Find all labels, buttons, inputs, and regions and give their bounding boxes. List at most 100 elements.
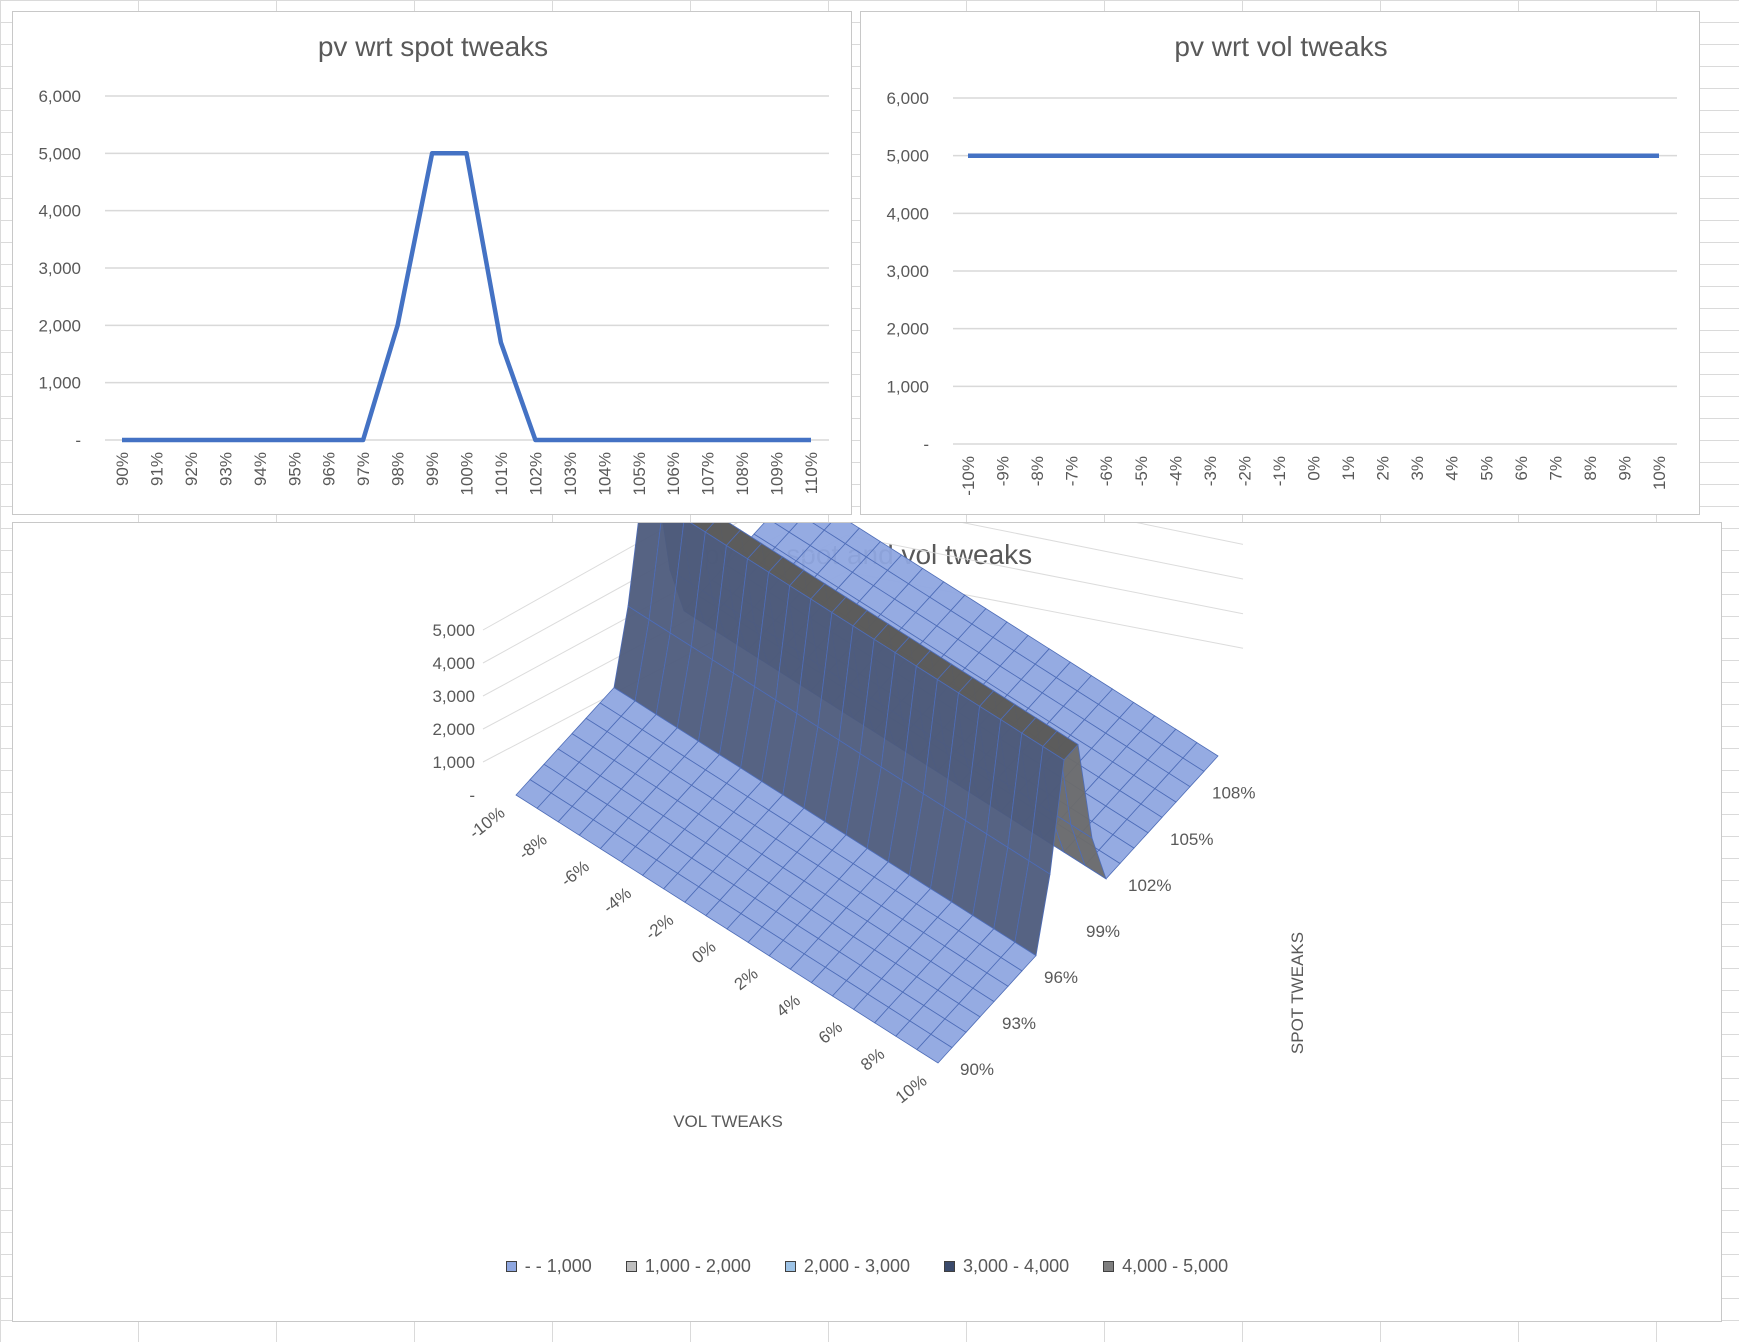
x-tick-label: 1% <box>1339 456 1358 481</box>
x-tick-label: -2% <box>1235 456 1254 486</box>
y-tick-label: 3,000 <box>38 259 81 278</box>
y-tick-label: 102% <box>1128 876 1171 895</box>
x-tick-label: 6% <box>815 1018 846 1048</box>
x-tick-label: -8% <box>1028 456 1047 486</box>
x-tick-label: 102% <box>526 452 545 495</box>
x-tick-label: 8% <box>857 1044 888 1074</box>
legend-swatch <box>784 1261 796 1272</box>
x-tick-label: 93% <box>216 452 235 486</box>
y-tick-label: 3,000 <box>886 262 929 281</box>
legend-item: 3,000 - 4,000 <box>944 1256 1069 1277</box>
y-tick-label: - <box>923 435 929 454</box>
y-tick-label: 6,000 <box>38 87 81 106</box>
x-tick-label: 9% <box>1615 456 1634 481</box>
surface-cell <box>916 1033 953 1064</box>
x-tick-label: -4% <box>600 884 636 918</box>
x-tick-label: 10% <box>1650 456 1669 490</box>
back-wall-gridline <box>482 523 1244 664</box>
x-tick-label: 107% <box>699 452 718 495</box>
x-tick-label: -3% <box>1201 456 1220 486</box>
back-wall-gridline <box>482 523 1244 697</box>
y-tick-label: 108% <box>1212 784 1255 803</box>
x-tick-label: -7% <box>1063 456 1082 486</box>
surface-svg: pv wrt spot and vol tweaks-1,0002,0003,0… <box>432 523 1307 1131</box>
y-tick-label: 96% <box>1044 968 1078 987</box>
legend-swatch <box>944 1261 956 1272</box>
x-tick-label: -4% <box>1166 456 1185 486</box>
z-tick-label: 2,000 <box>432 720 475 739</box>
x-tick-label: 95% <box>285 452 304 486</box>
x-tick-label: 7% <box>1546 456 1565 481</box>
vol-tweaks-svg: pv wrt vol tweaks - 1,000 2,000 3,000 4,000 5,… <box>886 31 1677 496</box>
x-tick-label: -1% <box>1270 456 1289 486</box>
y-tick-label: 1,000 <box>38 374 81 393</box>
x-tick-label: 92% <box>182 452 201 486</box>
surface-chart[interactable]: pv wrt spot and vol tweaks-1,0002,0003,0… <box>12 522 1722 1322</box>
x-tick-label: 2% <box>731 964 762 994</box>
x-tick-label: 10% <box>892 1071 931 1107</box>
x-tick-label: 91% <box>147 452 166 486</box>
x-tick-label: 105% <box>630 452 649 495</box>
spot-tweaks-chart[interactable]: pv wrt spot tweaks - 1,000 2,000 3,000 4,000 5… <box>12 11 852 515</box>
x-tick-label: 96% <box>320 452 339 486</box>
series-line <box>122 151 811 443</box>
chart-title: pv wrt spot tweaks <box>318 31 548 62</box>
x-tick-label: 0% <box>688 937 719 967</box>
x-tick-label: -2% <box>642 910 678 944</box>
y-tick-label: 93% <box>1002 1014 1036 1033</box>
x-tick-label: -6% <box>557 857 593 891</box>
x-tick-label: 4% <box>773 991 804 1021</box>
x-tick-label: 97% <box>354 452 373 486</box>
x-tick-label: 109% <box>768 452 787 495</box>
x-axis-title: VOL TWEAKS <box>673 1112 783 1131</box>
x-tick-label: 8% <box>1581 456 1600 481</box>
x-tick-label: 90% <box>113 452 132 486</box>
x-tick-label: 104% <box>595 452 614 495</box>
x-tick-label: -5% <box>1132 456 1151 486</box>
legend-label: 1,000 - 2,000 <box>644 1256 751 1276</box>
legend-item: 2,000 - 3,000 <box>784 1256 911 1277</box>
y-tick-label: 105% <box>1170 830 1213 849</box>
x-tick-label: 103% <box>561 452 580 495</box>
x-tick-label: 101% <box>492 452 511 495</box>
y-tick-label: 2,000 <box>886 320 929 339</box>
x-tick-label: -10% <box>959 456 978 496</box>
x-tick-label: 94% <box>251 452 270 486</box>
x-tick-label: 99% <box>423 452 442 486</box>
y-tick-label: 5,000 <box>886 147 929 166</box>
y-tick-label: 90% <box>960 1060 994 1079</box>
y-tick-label: 6,000 <box>886 89 929 108</box>
y-tick-label: 99% <box>1086 922 1120 941</box>
spot-tweaks-svg: pv wrt spot tweaks - 1,000 2,000 3,000 4,000 5… <box>38 31 829 495</box>
legend-label: 4,000 - 5,000 <box>1122 1256 1229 1276</box>
legend-label: 2,000 - 3,000 <box>803 1256 911 1276</box>
x-tick-label: -8% <box>515 830 551 864</box>
z-tick-label: - <box>469 786 475 805</box>
x-tick-label: 5% <box>1477 456 1496 481</box>
x-tick-label: -9% <box>994 456 1013 486</box>
y-tick-label: 2,000 <box>38 316 81 335</box>
x-tick-label: -6% <box>1097 456 1116 486</box>
x-tick-label: 110% <box>802 452 821 494</box>
z-tick-label: 5,000 <box>432 621 475 640</box>
x-tick-label: 108% <box>733 452 752 495</box>
z-tick-label: 1,000 <box>432 753 475 772</box>
legend-swatch <box>1103 1261 1115 1272</box>
legend-swatch <box>505 1261 517 1272</box>
x-tick-label: 106% <box>664 452 683 495</box>
legend-label: - - 1,000 <box>524 1256 592 1276</box>
x-tick-label: 98% <box>389 452 408 486</box>
x-tick-label: -10% <box>465 803 508 842</box>
legend-item: - - 1,000 <box>505 1256 592 1277</box>
back-wall-gridline <box>482 523 675 631</box>
x-tick-label: 6% <box>1512 456 1531 481</box>
legend-item: 4,000 - 5,000 <box>1103 1256 1228 1277</box>
y-tick-label: 1,000 <box>886 377 929 396</box>
x-tick-label: 4% <box>1443 456 1462 481</box>
y-tick-label: 4,000 <box>38 202 81 221</box>
y-tick-label: 5,000 <box>38 144 81 163</box>
y-tick-label: - <box>75 431 81 450</box>
x-tick-label: 100% <box>458 452 477 495</box>
vol-tweaks-chart[interactable]: pv wrt vol tweaks - 1,000 2,000 3,000 4,000 5,… <box>860 11 1700 515</box>
x-tick-label: 3% <box>1408 456 1427 481</box>
